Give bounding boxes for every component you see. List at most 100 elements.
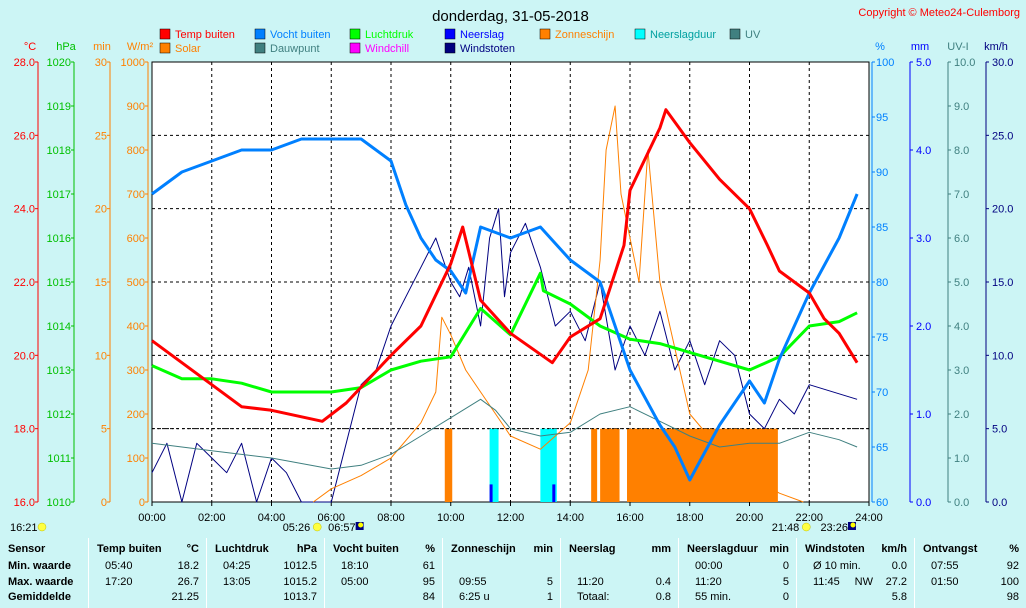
- stats-header-unit: min: [533, 543, 553, 555]
- stats-column: Neerslagduur min 00:00 0 11:20 5 55 min. 0: [678, 538, 797, 608]
- solar-tick-label: 400: [127, 321, 145, 333]
- pressure-tick-label: 1018: [47, 145, 71, 157]
- legend-label: Neerslag: [460, 29, 504, 41]
- stats-column: Windstoten km/h Ø 10 min. 0.0 11:45 NW 27.2 5.8: [796, 538, 915, 608]
- stats-cell-value: 5: [546, 576, 553, 588]
- stats-cell-value: 5: [782, 576, 789, 588]
- wind-axis-unit: km/h: [984, 41, 1008, 53]
- chart-title: donderdag, 31-05-2018: [432, 8, 589, 25]
- stats-cell: 00:00: [695, 560, 723, 572]
- stats-cell: 09:55: [459, 576, 487, 588]
- rain-tick-label: 4.0: [916, 145, 931, 157]
- pressure-tick-label: 1016: [47, 233, 71, 245]
- stats-column: Zonneschijn min 09:55 5 6:25 u 1: [442, 538, 561, 608]
- stats-header: Sensor: [8, 543, 46, 555]
- stats-cell: 6:25 u: [459, 591, 490, 603]
- temp-tick-label: 20.0: [14, 350, 35, 362]
- rain-tick-label: 0.0: [916, 497, 931, 509]
- sunshine-bar: [627, 428, 778, 502]
- legend-swatch: [444, 28, 456, 40]
- stats-cell: 17:20: [105, 576, 133, 588]
- stats-cell: 05:00: [341, 576, 369, 588]
- sun-marker-label: 23:26: [820, 522, 848, 534]
- sun-marker-label: 16:21: [10, 522, 38, 534]
- rain-tick-label: 5.0: [916, 57, 931, 69]
- pressure-axis-unit: hPa: [56, 41, 76, 53]
- uv-tick-label: 8.0: [954, 145, 969, 157]
- time-tick-label: 18:00: [676, 512, 704, 524]
- minutes-tick-label: 30: [95, 57, 107, 69]
- uv-tick-label: 9.0: [954, 101, 969, 113]
- wind-tick-label: 10.0: [992, 350, 1013, 362]
- humidity-tick-label: 70: [876, 387, 888, 399]
- rain-duration-bar: [540, 428, 557, 502]
- stats-column: Sensor Min. waarde Max. waarde Gemiddelde: [0, 538, 88, 608]
- legend-swatch: [634, 28, 646, 40]
- stats-cell: 11:20: [695, 576, 722, 588]
- stats-header: Vocht buiten: [333, 543, 399, 555]
- moon-highlight: [358, 522, 364, 528]
- stats-cell: Totaal:: [577, 591, 610, 603]
- stats-header: Windstoten: [805, 543, 865, 555]
- pressure-tick-label: 1020: [47, 57, 71, 69]
- stats-cell: 07:55: [931, 560, 959, 572]
- pressure-tick-label: 1012: [47, 409, 71, 421]
- humidity-tick-label: 65: [876, 442, 888, 454]
- legend-swatch: [159, 42, 171, 54]
- time-tick-label: 22:00: [795, 512, 823, 524]
- wind-tick-label: 15.0: [992, 277, 1013, 289]
- stats-cell-value: 92: [1006, 560, 1019, 572]
- pressure-tick-label: 1019: [47, 101, 71, 113]
- stats-cell-value: 5.8: [891, 591, 907, 603]
- minutes-axis-unit: min: [93, 41, 111, 53]
- pressure-line: [151, 271, 858, 394]
- solar-tick-label: 1000: [121, 57, 145, 69]
- minutes-tick-label: 20: [95, 204, 107, 216]
- pressure-tick-label: 1017: [47, 189, 71, 201]
- stats-header: Neerslag: [569, 543, 616, 555]
- stats-cell: Ø 10 min.: [813, 560, 861, 572]
- rain-tick-label: 1.0: [916, 409, 931, 421]
- temp-tick-label: 16.0: [14, 497, 35, 509]
- legend-label: Vocht buiten: [270, 29, 331, 41]
- dewpoint-line: [151, 398, 858, 470]
- stats-cell-value: 0: [782, 591, 789, 603]
- legend-label: Solar: [175, 43, 201, 55]
- stats-cell-value: 0.0: [891, 560, 907, 572]
- stats-cell: Max. waarde: [8, 576, 74, 588]
- legend-label: UV: [745, 29, 761, 41]
- solar-tick-label: 600: [127, 233, 145, 245]
- rain-tick-label: 2.0: [916, 321, 931, 333]
- stats-table: Sensor Min. waarde Max. waarde Gemiddelde Te…: [0, 538, 1026, 608]
- uv-tick-label: 10.0: [954, 57, 975, 69]
- copyright-text: Copyright © Meteo24-Culemborg: [858, 7, 1020, 19]
- legend-swatch: [254, 28, 266, 40]
- humidity-tick-label: 95: [876, 112, 888, 124]
- minutes-tick-label: 0: [101, 497, 107, 509]
- humidity-tick-label: 80: [876, 277, 888, 289]
- stats-column: Luchtdruk hPa 04:25 1012.5 13:05 1015.2 1013.7: [206, 538, 325, 608]
- solar-tick-label: 200: [127, 409, 145, 421]
- humidity-axis-unit: %: [875, 41, 885, 53]
- stats-header: Ontvangst: [923, 543, 978, 555]
- stats-header-unit: °C: [186, 543, 199, 555]
- stats-column: Temp buiten °C 05:40 18.2 17:20 26.7 21.25: [88, 538, 207, 608]
- uv-tick-label: 7.0: [954, 189, 969, 201]
- minutes-tick-label: 10: [95, 350, 107, 362]
- stats-cell: Gemiddelde: [8, 591, 71, 603]
- sunshine-bar: [600, 428, 620, 502]
- solar-tick-label: 700: [127, 189, 145, 201]
- wind-tick-label: 5.0: [992, 424, 1007, 436]
- legend-label: Neerslagduur: [650, 29, 716, 41]
- time-tick-label: 08:00: [377, 512, 405, 524]
- time-tick-label: 06:00: [317, 512, 345, 524]
- stats-cell: 11:45: [813, 576, 840, 588]
- stats-header: Zonneschijn: [451, 543, 516, 555]
- time-tick-label: 02:00: [198, 512, 226, 524]
- moon-highlight: [850, 522, 856, 528]
- stats-header-unit: mm: [651, 543, 671, 555]
- uv-tick-label: 4.0: [954, 321, 969, 333]
- stats-cell-value: 0.8: [655, 591, 671, 603]
- uv-tick-label: 6.0: [954, 233, 969, 245]
- sun-marker-label: 21:48: [772, 522, 800, 534]
